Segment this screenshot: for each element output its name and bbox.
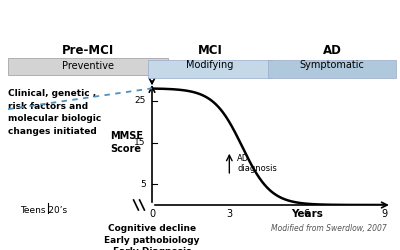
Text: 9: 9 bbox=[381, 209, 387, 219]
Text: Clinical, genetic ,
risk factors and
molecular biologic
changes initiated: Clinical, genetic , risk factors and mol… bbox=[8, 89, 101, 136]
Text: Preventive: Preventive bbox=[62, 61, 114, 71]
Text: MMSE
Score: MMSE Score bbox=[110, 131, 143, 154]
Text: 6: 6 bbox=[304, 209, 310, 219]
Text: Modifying: Modifying bbox=[186, 60, 234, 70]
Text: Cognitive decline
Early pathobiology
Early Diagnosis: Cognitive decline Early pathobiology Ear… bbox=[104, 224, 200, 250]
Text: 15: 15 bbox=[134, 138, 146, 147]
Text: Teens 20’s: Teens 20’s bbox=[20, 206, 67, 215]
Text: Years: Years bbox=[291, 209, 323, 219]
Text: 0: 0 bbox=[149, 209, 155, 219]
Text: 5: 5 bbox=[140, 180, 146, 189]
Text: Modified from Swerdlow, 2007: Modified from Swerdlow, 2007 bbox=[271, 224, 386, 233]
Text: 25: 25 bbox=[134, 96, 146, 105]
Text: Symptomatic: Symptomatic bbox=[300, 60, 364, 70]
Text: Pre-MCI: Pre-MCI bbox=[62, 44, 114, 57]
Text: AD: AD bbox=[322, 44, 342, 57]
Text: MCI: MCI bbox=[198, 44, 222, 57]
Text: AD
diagnosis: AD diagnosis bbox=[237, 154, 277, 173]
Text: 3: 3 bbox=[226, 209, 232, 219]
